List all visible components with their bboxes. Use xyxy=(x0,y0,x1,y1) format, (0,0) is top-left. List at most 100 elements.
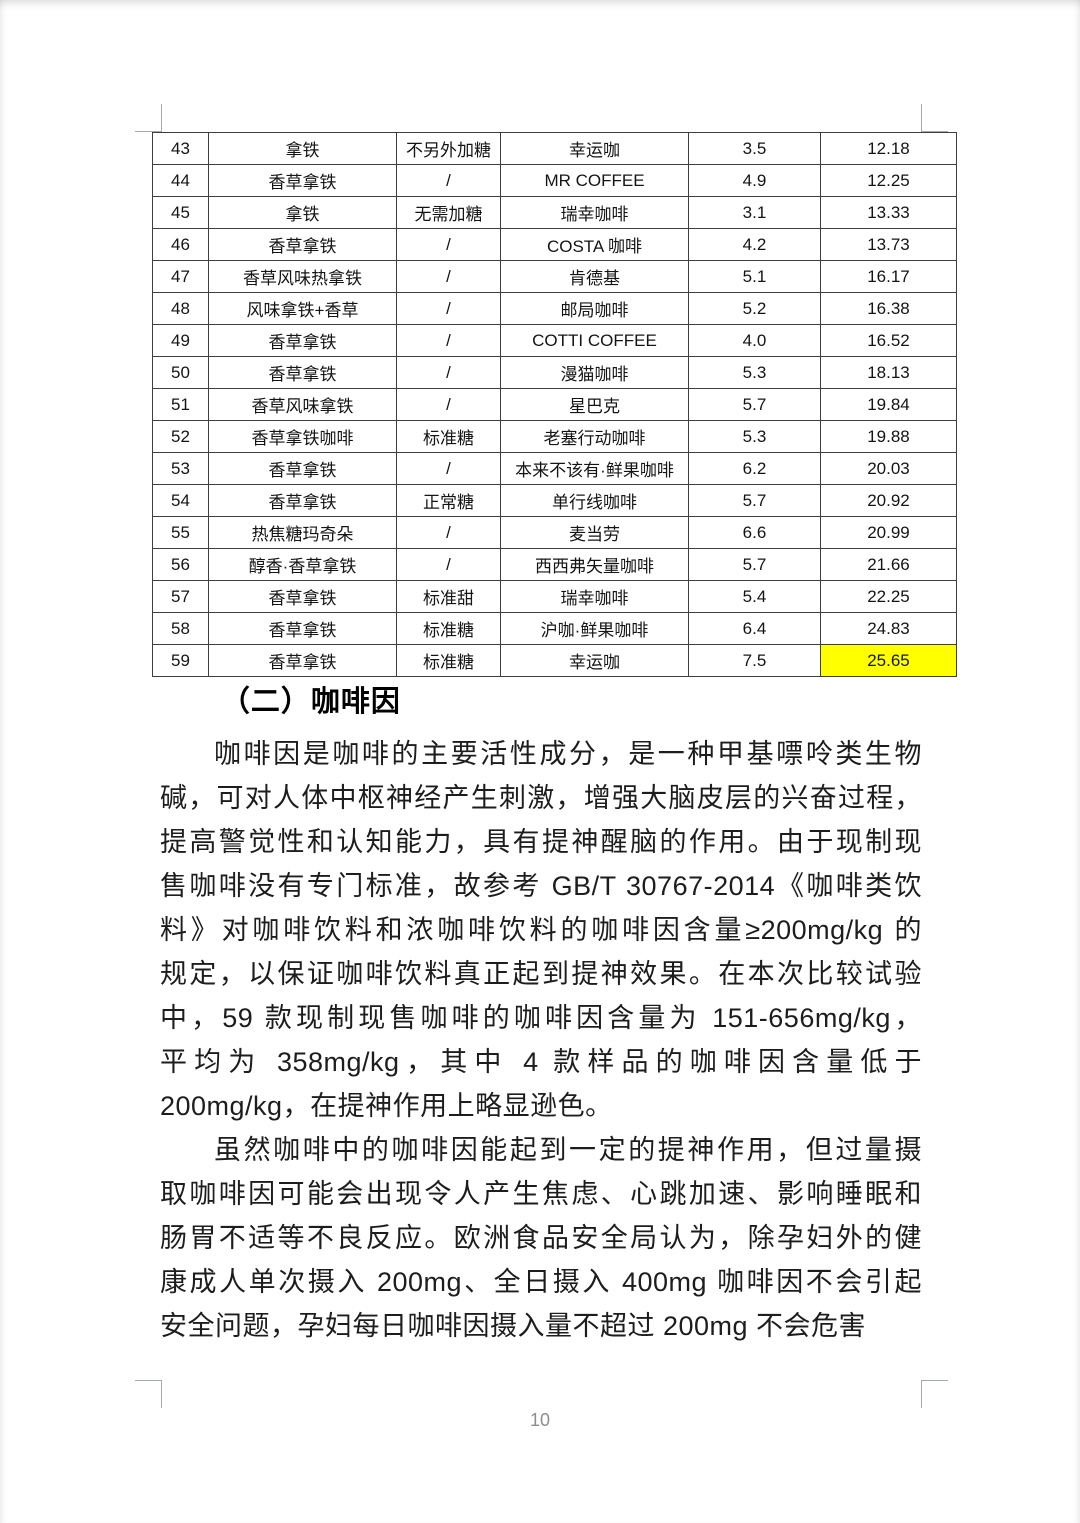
table-cell: 5.7 xyxy=(688,548,821,581)
table-cell: 5.7 xyxy=(688,388,821,421)
table-cell: 24.83 xyxy=(820,612,957,645)
table-cell: 拿铁 xyxy=(208,132,397,165)
table-cell: 沪咖·鲜果咖啡 xyxy=(500,612,689,645)
paragraph-line: 规定，以保证咖啡饮料真正起到提神效果。在本次比较试验 xyxy=(160,959,922,989)
table-cell: 香草拿铁 xyxy=(208,324,397,357)
table-cell: 瑞幸咖啡 xyxy=(500,196,689,229)
table-row: 59 香草拿铁 标准糖 幸运咖 7.5 25.65 xyxy=(152,644,957,677)
table-cell: 5.2 xyxy=(688,292,821,325)
table-cell: COTTI COFFEE xyxy=(500,324,689,357)
boundary-mark-top-right xyxy=(921,104,922,132)
table-cell: 6.2 xyxy=(688,452,821,485)
table-cell: 12.18 xyxy=(820,132,957,165)
table-cell: 5.3 xyxy=(688,356,821,389)
table-cell: 幸运咖 xyxy=(500,644,689,677)
table-cell: 47 xyxy=(152,260,209,293)
table-cell: / xyxy=(396,356,501,389)
table-cell: 5.3 xyxy=(688,420,821,453)
table-row: 50 香草拿铁 / 漫猫咖啡 5.3 18.13 xyxy=(152,356,957,389)
boundary-mark-top-left xyxy=(135,131,162,132)
table-cell: 星巴克 xyxy=(500,388,689,421)
table-cell: 麦当劳 xyxy=(500,516,689,549)
table-cell: 香草拿铁 xyxy=(208,164,397,197)
table-row: 49 香草拿铁 / COTTI COFFEE 4.0 16.52 xyxy=(152,324,957,357)
paragraph-line: 咖啡因是咖啡的主要活性成分，是一种甲基嘌呤类生物 xyxy=(214,739,922,769)
section-heading: （二）咖啡因 xyxy=(220,686,401,718)
table-row: 58 香草拿铁 标准糖 沪咖·鲜果咖啡 6.4 24.83 xyxy=(152,612,957,645)
table-cell: 46 xyxy=(152,228,209,261)
table-cell: 52 xyxy=(152,420,209,453)
table-cell: 肯德基 xyxy=(500,260,689,293)
table-cell: 56 xyxy=(152,548,209,581)
coffee-comparison-table: 43 拿铁 不另外加糖 幸运咖 3.5 12.18 44 香草拿铁 / MR COFFEE 4.9 1… xyxy=(152,132,957,677)
table-cell: 6.4 xyxy=(688,612,821,645)
table-cell: COSTA 咖啡 xyxy=(500,228,689,261)
table-cell: 21.66 xyxy=(820,548,957,581)
table-cell: 45 xyxy=(152,196,209,229)
table-cell: 香草风味热拿铁 xyxy=(208,260,397,293)
table-cell: 6.6 xyxy=(688,516,821,549)
table-cell: 7.5 xyxy=(688,644,821,677)
highlighted-cell: 25.65 xyxy=(820,644,957,677)
table-cell: 19.88 xyxy=(820,420,957,453)
table-cell: 18.13 xyxy=(820,356,957,389)
paragraph: 咖啡因是咖啡的主要活性成分，是一种甲基嘌呤类生物 碱，可对人体中枢神经产生刺激，增… xyxy=(160,732,922,1128)
table-cell: 无需加糖 xyxy=(396,196,501,229)
table-cell: 20.92 xyxy=(820,484,957,517)
table-cell: 19.84 xyxy=(820,388,957,421)
table-cell: 醇香·香草拿铁 xyxy=(208,548,397,581)
table-row: 56 醇香·香草拿铁 / 西西弗矢量咖啡 5.7 21.66 xyxy=(152,548,957,581)
table-cell: 香草拿铁 xyxy=(208,356,397,389)
table-cell: 16.17 xyxy=(820,260,957,293)
table-cell: 49 xyxy=(152,324,209,357)
table-row: 43 拿铁 不另外加糖 幸运咖 3.5 12.18 xyxy=(152,132,957,165)
table-cell: MR COFFEE xyxy=(500,164,689,197)
table-cell: 58 xyxy=(152,612,209,645)
table-cell: 标准甜 xyxy=(396,580,501,613)
table-cell: 老塞行动咖啡 xyxy=(500,420,689,453)
table-cell: / xyxy=(396,260,501,293)
table-cell: 香草拿铁 xyxy=(208,644,397,677)
table-cell: 5.1 xyxy=(688,260,821,293)
table-cell: / xyxy=(396,388,501,421)
paragraph-line: 取咖啡因可能会出现令人产生焦虑、心跳加速、影响睡眠和 xyxy=(160,1179,922,1209)
table-cell: 13.73 xyxy=(820,228,957,261)
table-cell: 20.99 xyxy=(820,516,957,549)
table-cell: 43 xyxy=(152,132,209,165)
table-row: 57 香草拿铁 标准甜 瑞幸咖啡 5.4 22.25 xyxy=(152,580,957,613)
table-cell: 香草拿铁 xyxy=(208,580,397,613)
table-cell: 不另外加糖 xyxy=(396,132,501,165)
boundary-mark-top-left xyxy=(161,104,162,132)
table-cell: / xyxy=(396,516,501,549)
table-cell: 22.25 xyxy=(820,580,957,613)
body-paragraphs: 咖啡因是咖啡的主要活性成分，是一种甲基嘌呤类生物 碱，可对人体中枢神经产生刺激，增… xyxy=(160,732,922,1348)
table-cell: 漫猫咖啡 xyxy=(500,356,689,389)
table-cell: 3.1 xyxy=(688,196,821,229)
table-row: 47 香草风味热拿铁 / 肯德基 5.1 16.17 xyxy=(152,260,957,293)
table-cell: 5.7 xyxy=(688,484,821,517)
table-cell: 拿铁 xyxy=(208,196,397,229)
table-cell: 香草风味拿铁 xyxy=(208,388,397,421)
paragraph-line: 康成人单次摄入 200mg、全日摄入 400mg 咖啡因不会引起 xyxy=(160,1267,922,1297)
table-cell: 标准糖 xyxy=(396,644,501,677)
table-cell: 59 xyxy=(152,644,209,677)
paragraph-line: 售咖啡没有专门标准，故参考 GB/T 30767-2014《咖啡类饮 xyxy=(160,871,922,901)
table-cell: 55 xyxy=(152,516,209,549)
boundary-mark-bottom-right xyxy=(921,1380,922,1408)
table-row: 55 热焦糖玛奇朵 / 麦当劳 6.6 20.99 xyxy=(152,516,957,549)
table-row: 53 香草拿铁 / 本来不该有·鲜果咖啡 6.2 20.03 xyxy=(152,452,957,485)
table-cell: 单行线咖啡 xyxy=(500,484,689,517)
table-cell: 16.52 xyxy=(820,324,957,357)
table-cell: 香草拿铁 xyxy=(208,612,397,645)
table-cell: / xyxy=(396,164,501,197)
table-cell: 54 xyxy=(152,484,209,517)
table-cell: 12.25 xyxy=(820,164,957,197)
table-cell: 57 xyxy=(152,580,209,613)
table-cell: 50 xyxy=(152,356,209,389)
table-cell: 20.03 xyxy=(820,452,957,485)
boundary-mark-bottom-right xyxy=(921,1380,948,1381)
table-cell: / xyxy=(396,324,501,357)
paragraph-line: 料》对咖啡饮料和浓咖啡饮料的咖啡因含量≥200mg/kg 的 xyxy=(160,915,922,945)
table-cell: 幸运咖 xyxy=(500,132,689,165)
paragraph-line: 平均为 358mg/kg，其中 4 款样品的咖啡因含量低于 xyxy=(160,1047,922,1077)
